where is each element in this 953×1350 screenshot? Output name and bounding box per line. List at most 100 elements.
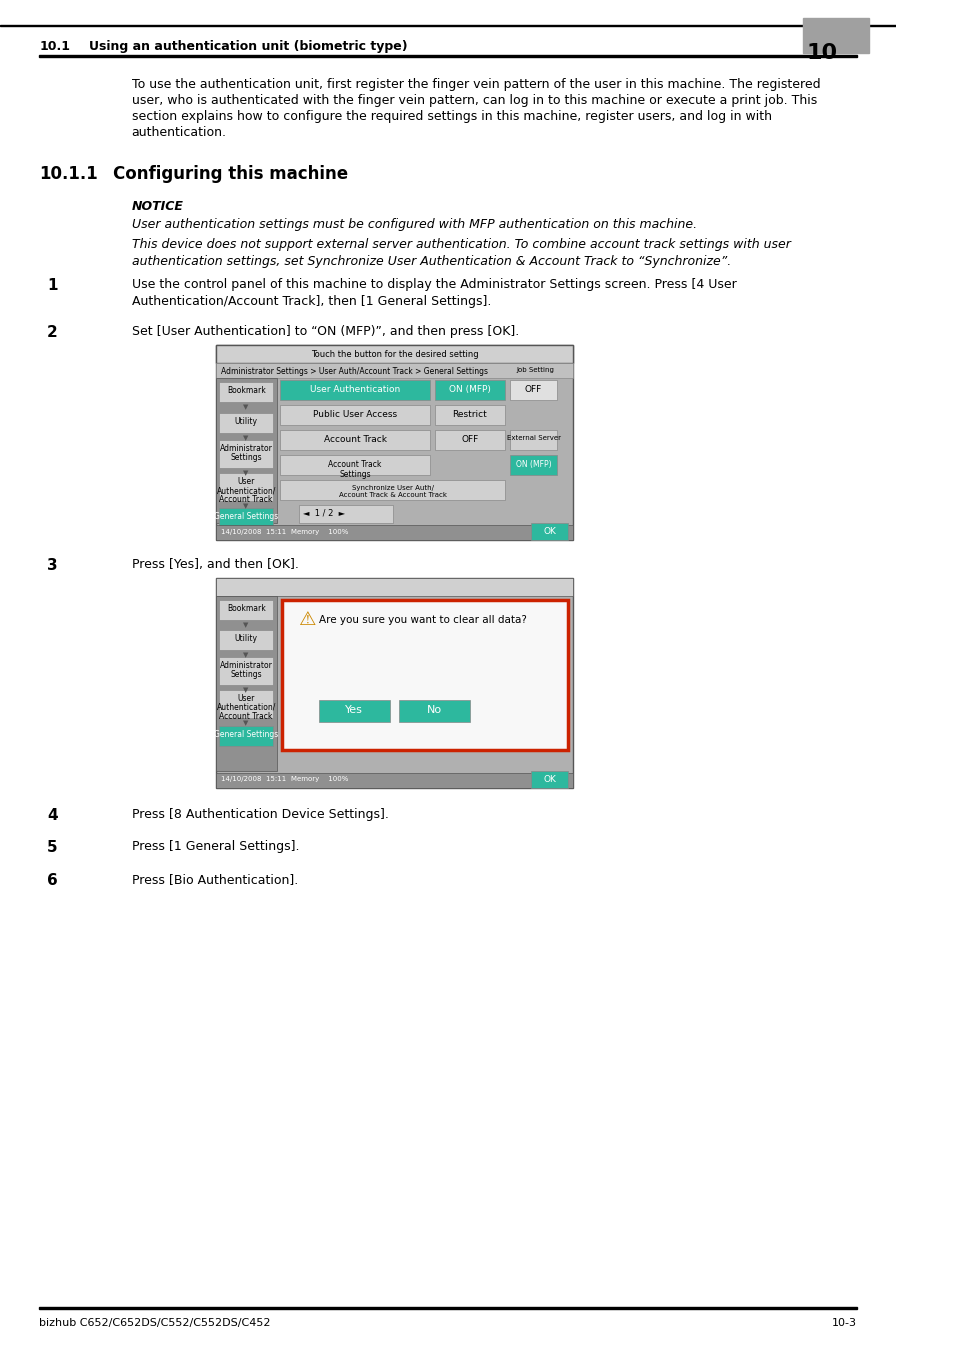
Bar xyxy=(802,18,868,53)
Text: User Authentication: User Authentication xyxy=(310,385,400,394)
Text: 10-3: 10-3 xyxy=(831,1318,856,1328)
Bar xyxy=(279,455,430,475)
Text: 10.1.1: 10.1.1 xyxy=(39,165,98,184)
Bar xyxy=(510,455,557,475)
Text: To use the authentication unit, first register the finger vein pattern of the us: To use the authentication unit, first re… xyxy=(132,78,820,90)
Bar xyxy=(218,599,274,620)
Text: Public User Access: Public User Access xyxy=(313,410,396,418)
Text: Utility: Utility xyxy=(234,634,257,643)
Text: 14/10/2008  15:11: 14/10/2008 15:11 xyxy=(220,529,286,535)
Bar xyxy=(435,431,505,450)
Text: Configuring this machine: Configuring this machine xyxy=(112,165,348,184)
Bar xyxy=(298,505,393,522)
Bar xyxy=(319,701,390,722)
Bar xyxy=(215,346,573,363)
Text: 10.1: 10.1 xyxy=(39,40,71,53)
Bar xyxy=(39,1307,856,1308)
Bar xyxy=(218,440,274,468)
Bar xyxy=(39,55,856,57)
Bar xyxy=(218,726,274,747)
Text: General Settings: General Settings xyxy=(213,730,278,738)
Text: ⚠: ⚠ xyxy=(298,610,315,629)
Text: 5: 5 xyxy=(47,840,57,855)
Text: Job Setting: Job Setting xyxy=(517,367,554,373)
Text: Account Track: Account Track xyxy=(219,711,273,721)
Text: 2: 2 xyxy=(47,325,58,340)
Bar xyxy=(215,346,573,540)
Bar xyxy=(218,657,274,684)
Text: Touch the button for the desired setting: Touch the button for the desired setting xyxy=(311,350,477,359)
Text: Set [User Authentication] to “ON (MFP)”, and then press [OK].: Set [User Authentication] to “ON (MFP)”,… xyxy=(132,325,518,338)
Text: Memory    100%: Memory 100% xyxy=(291,529,348,535)
Text: ▼: ▼ xyxy=(243,687,249,693)
Bar xyxy=(215,363,573,378)
Bar xyxy=(279,481,505,500)
Text: External Server: External Server xyxy=(506,435,560,441)
Text: Authentication/Account Track], then [1 General Settings].: Authentication/Account Track], then [1 G… xyxy=(132,296,491,308)
Text: user, who is authenticated with the finger vein pattern, can log in to this mach: user, who is authenticated with the fing… xyxy=(132,95,816,107)
Text: Using an authentication unit (biometric type): Using an authentication unit (biometric … xyxy=(90,40,408,53)
Text: ▼: ▼ xyxy=(243,435,249,441)
Text: authentication.: authentication. xyxy=(132,126,226,139)
Text: ON (MFP): ON (MFP) xyxy=(448,385,490,394)
Bar xyxy=(279,379,430,400)
Text: ▼: ▼ xyxy=(243,504,249,509)
Bar xyxy=(215,774,573,788)
Bar xyxy=(218,690,274,718)
Bar xyxy=(530,522,568,540)
Bar xyxy=(215,525,573,540)
Bar xyxy=(218,630,274,649)
Text: ◄  1 / 2  ►: ◄ 1 / 2 ► xyxy=(303,509,345,518)
Text: Are you sure you want to clear all data?: Are you sure you want to clear all data? xyxy=(319,616,527,625)
Text: User: User xyxy=(237,477,254,486)
Bar xyxy=(218,508,274,528)
Text: Press [Bio Authentication].: Press [Bio Authentication]. xyxy=(132,873,297,886)
Text: 14/10/2008  15:11: 14/10/2008 15:11 xyxy=(220,776,286,782)
Text: Memory    100%: Memory 100% xyxy=(291,776,348,782)
Text: section explains how to configure the required settings in this machine, registe: section explains how to configure the re… xyxy=(132,109,771,123)
Text: Account Track: Account Track xyxy=(219,495,273,504)
Bar xyxy=(435,405,505,425)
Bar xyxy=(510,431,557,450)
Text: 10: 10 xyxy=(805,43,837,63)
Bar xyxy=(279,431,430,450)
Text: 6: 6 xyxy=(47,873,58,888)
Bar xyxy=(215,578,573,788)
Text: ▼: ▼ xyxy=(243,652,249,657)
Bar xyxy=(215,578,573,595)
Bar xyxy=(279,405,430,425)
Text: ON (MFP): ON (MFP) xyxy=(516,460,551,468)
Text: OFF: OFF xyxy=(524,385,541,394)
Bar xyxy=(215,378,276,522)
Text: This device does not support external server authentication. To combine account : This device does not support external se… xyxy=(132,238,790,251)
Text: General Settings: General Settings xyxy=(213,512,278,521)
Text: 3: 3 xyxy=(47,558,57,572)
Text: ▼: ▼ xyxy=(243,622,249,628)
Text: Restrict: Restrict xyxy=(452,410,487,418)
Text: Authentication/: Authentication/ xyxy=(216,703,275,711)
Bar xyxy=(530,771,568,788)
Text: OFF: OFF xyxy=(460,435,477,444)
Text: Administrator: Administrator xyxy=(219,662,273,670)
Text: Synchronize User Auth/
Account Track & Account Track: Synchronize User Auth/ Account Track & A… xyxy=(338,485,446,498)
Text: bizhub C652/C652DS/C552/C552DS/C452: bizhub C652/C652DS/C552/C552DS/C452 xyxy=(39,1318,271,1328)
Text: ▼: ▼ xyxy=(243,720,249,726)
Text: 4: 4 xyxy=(47,809,57,824)
Text: Account Track
Settings: Account Track Settings xyxy=(328,460,381,479)
Text: ▼: ▼ xyxy=(243,470,249,477)
Text: Yes: Yes xyxy=(345,705,363,716)
Text: No: No xyxy=(426,705,441,716)
Bar xyxy=(510,379,557,400)
Text: User: User xyxy=(237,694,254,703)
Text: Administrator: Administrator xyxy=(219,444,273,454)
Bar xyxy=(281,599,568,751)
Bar xyxy=(215,595,276,771)
Text: Use the control panel of this machine to display the Administrator Settings scre: Use the control panel of this machine to… xyxy=(132,278,736,292)
Bar xyxy=(218,413,274,433)
Text: 1: 1 xyxy=(47,278,57,293)
Text: OK: OK xyxy=(542,775,556,784)
Text: ▼: ▼ xyxy=(243,404,249,410)
Text: OK: OK xyxy=(542,526,556,536)
Text: Account Track: Account Track xyxy=(323,435,386,444)
Bar xyxy=(435,379,505,400)
